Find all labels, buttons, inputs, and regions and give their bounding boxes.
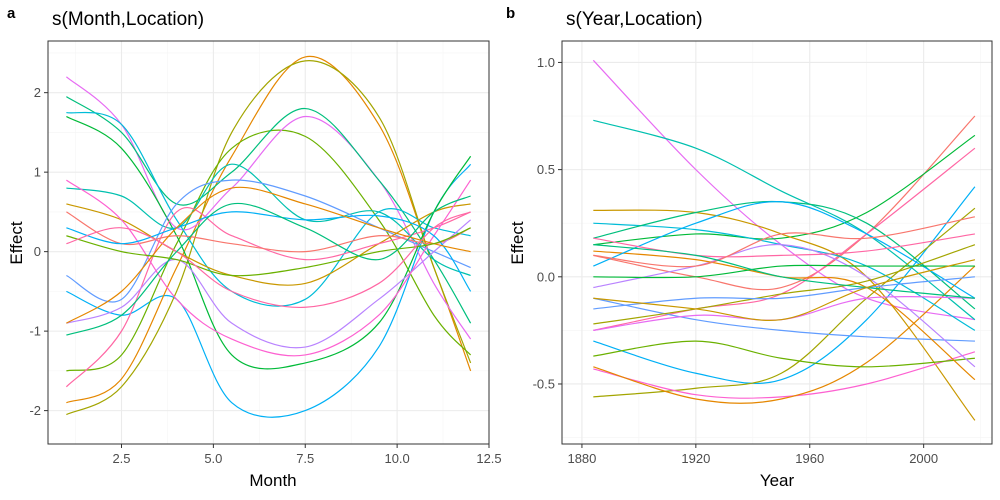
x-tick-label: 1920 bbox=[681, 451, 710, 466]
series-line-7 bbox=[66, 111, 471, 307]
series-line-8 bbox=[66, 115, 472, 370]
series-line-4 bbox=[66, 129, 472, 372]
y-tick-label: 2 bbox=[34, 85, 41, 100]
panel-letter-a: a bbox=[7, 5, 16, 22]
series-line-18 bbox=[66, 227, 471, 277]
series-line-12 bbox=[65, 206, 471, 388]
series-line-12 bbox=[593, 340, 975, 368]
series-line-3 bbox=[593, 115, 976, 291]
panel-a-title: s(Month,Location) bbox=[52, 9, 204, 30]
panel-b-background bbox=[562, 41, 992, 444]
y-tick-label: 0 bbox=[34, 244, 41, 259]
panel-letter-b: b bbox=[506, 5, 515, 22]
series-line-10 bbox=[593, 265, 976, 404]
series-line-17 bbox=[593, 201, 976, 299]
panel-b-x-axis-title: Year bbox=[760, 471, 795, 490]
x-tick-label: 10.0 bbox=[384, 451, 409, 466]
panel-b-series-group bbox=[592, 59, 976, 421]
series-line-10 bbox=[66, 179, 471, 303]
x-tick-label: 5.0 bbox=[204, 451, 222, 466]
y-tick-label: -0.5 bbox=[533, 376, 555, 391]
series-line-25 bbox=[593, 259, 976, 321]
panel-b-axis-ticks: 1880 1920 1960 2000 -0.5 0.0 0.5 1.0 bbox=[533, 55, 939, 466]
x-tick-label: 1960 bbox=[795, 451, 824, 466]
panel-b: b s(Year,Location) 1880 1920 1960 2000 -0.5 0… bbox=[506, 5, 993, 490]
y-tick-label: -2 bbox=[29, 403, 41, 418]
series-line-20 bbox=[593, 264, 975, 279]
series-line-18 bbox=[593, 244, 976, 325]
series-line-17 bbox=[66, 186, 471, 324]
panel-b-border bbox=[561, 40, 993, 445]
x-tick-label: 1880 bbox=[567, 451, 596, 466]
series-line-20 bbox=[66, 195, 471, 336]
series-line-9 bbox=[66, 163, 471, 277]
series-line-11 bbox=[66, 203, 471, 286]
series-line-16 bbox=[66, 211, 472, 292]
series-line-2 bbox=[593, 119, 976, 321]
panel-a-border bbox=[47, 40, 490, 445]
y-tick-label: 1.0 bbox=[537, 55, 555, 70]
y-tick-label: 1 bbox=[34, 165, 41, 180]
series-line-5 bbox=[65, 76, 472, 340]
series-line-14 bbox=[66, 219, 472, 349]
series-line-8 bbox=[593, 207, 976, 398]
x-tick-label: 2.5 bbox=[112, 451, 130, 466]
series-line-13 bbox=[593, 297, 975, 342]
series-line-19 bbox=[66, 211, 471, 308]
x-tick-label: 12.5 bbox=[476, 451, 501, 466]
panel-b-grid bbox=[562, 41, 992, 444]
panel-a-x-axis-title: Month bbox=[249, 471, 296, 490]
panel-a-series-group bbox=[65, 55, 472, 418]
series-line-21 bbox=[593, 216, 976, 268]
panel-a-axis-ticks: 2.5 5.0 7.5 10.0 12.5 -2 -1 0 1 2 bbox=[29, 85, 501, 466]
y-tick-label: 0.5 bbox=[537, 162, 555, 177]
y-tick-label: 0.0 bbox=[537, 269, 555, 284]
series-line-22 bbox=[593, 276, 975, 310]
panel-b-y-axis-title: Effect bbox=[508, 221, 527, 264]
x-tick-label: 2000 bbox=[909, 451, 938, 466]
panel-b-title: s(Year,Location) bbox=[566, 9, 703, 30]
series-line-15 bbox=[593, 244, 976, 368]
y-tick-label: -1 bbox=[29, 324, 41, 339]
series-line-9 bbox=[593, 351, 976, 399]
series-line-24 bbox=[593, 244, 975, 299]
x-tick-label: 7.5 bbox=[296, 451, 314, 466]
series-line-7 bbox=[593, 209, 976, 421]
panel-a: a s(Month,Location) 2.5 5.0 7.5 10.0 12.5 -2 -… bbox=[7, 5, 502, 490]
panel-a-y-axis-title: Effect bbox=[7, 221, 26, 264]
